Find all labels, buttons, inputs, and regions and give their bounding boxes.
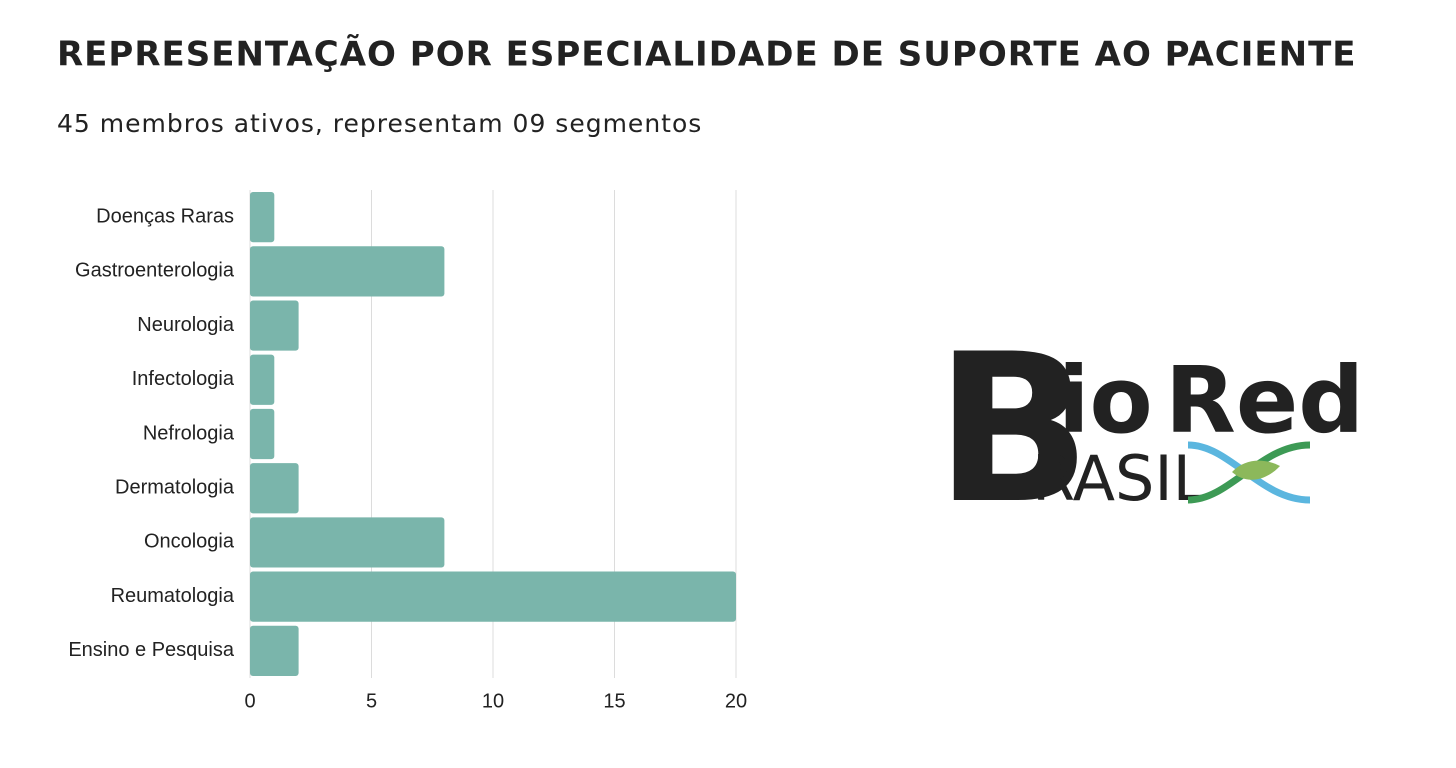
x-tick-label: 20 — [725, 690, 747, 712]
bar — [250, 408, 275, 460]
y-tick-label: Dermatologia — [115, 477, 235, 499]
logo-io: io — [1058, 347, 1153, 454]
y-tick-label: Nefrologia — [143, 422, 235, 444]
bar — [250, 354, 275, 405]
y-tick-label: Reumatologia — [111, 585, 235, 607]
y-tick-label: Neurologia — [137, 314, 235, 336]
bar — [250, 192, 275, 243]
bar — [250, 463, 299, 514]
x-tick-label: 10 — [482, 690, 504, 712]
logo-leaf — [1232, 460, 1280, 480]
chart-title: REPRESENTAÇÃO POR ESPECIALIDADE DE SUPOR… — [57, 34, 1357, 75]
bar — [250, 246, 445, 297]
x-tick-label: 5 — [366, 690, 377, 712]
x-tick-label: 0 — [244, 690, 255, 712]
chart-subtitle: 45 membros ativos, representam 09 segmen… — [57, 109, 702, 138]
bar — [250, 571, 736, 622]
x-tick-label: 15 — [603, 690, 625, 712]
y-tick-label: Gastroenterologia — [75, 260, 235, 282]
y-tick-label: Oncologia — [144, 531, 235, 553]
logo-b: B — [935, 311, 1091, 549]
bar — [250, 300, 299, 351]
bar — [250, 517, 445, 568]
y-tick-label: Infectologia — [132, 368, 235, 390]
logo: B io Red RASIL — [935, 311, 1364, 549]
y-tick-label: Ensino e Pesquisa — [68, 639, 235, 661]
logo-rasil: RASIL — [1032, 442, 1208, 515]
bar — [250, 625, 299, 676]
logo-red: Red — [1165, 347, 1364, 454]
y-tick-label: Doenças Raras — [96, 205, 234, 227]
